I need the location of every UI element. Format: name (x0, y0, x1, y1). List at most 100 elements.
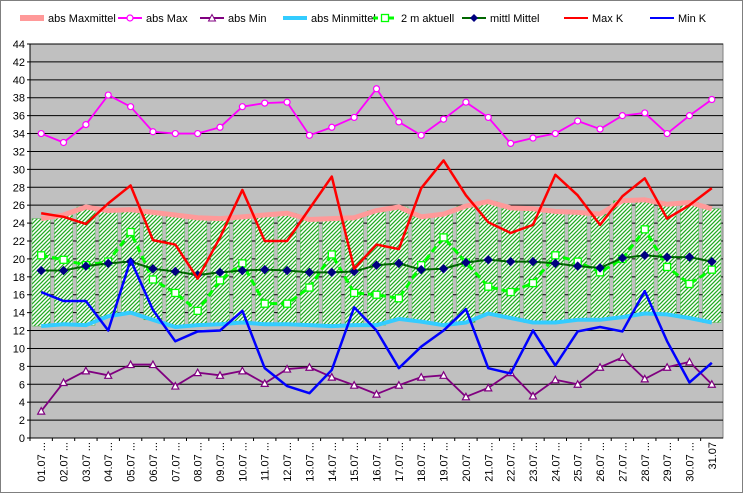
data-point (238, 259, 247, 268)
data-point (506, 287, 515, 297)
data-point (59, 138, 68, 147)
data-point (528, 391, 538, 400)
data-point (573, 379, 583, 388)
data-point (617, 352, 627, 362)
data-point (260, 378, 270, 387)
data-point (438, 264, 449, 274)
y-tick-label: 22 (13, 236, 25, 248)
data-point (596, 125, 604, 133)
y-tick-label: 44 (13, 39, 25, 51)
data-point (282, 364, 292, 373)
data-point (283, 98, 291, 106)
legend-marker (470, 14, 478, 22)
data-point (349, 380, 359, 389)
x-tick-label: 23.07 ... (528, 442, 540, 482)
y-tick-label: 12 (13, 326, 25, 338)
data-point (126, 359, 136, 369)
series-line (40, 159, 713, 280)
data-point (416, 264, 426, 275)
x-tick-label: 02.07 ... (59, 442, 71, 482)
x-tick-label: 28.07 ... (640, 442, 652, 482)
data-point (36, 406, 46, 415)
y-tick-label: 26 (13, 200, 25, 212)
data-point (148, 264, 158, 274)
data-point (126, 227, 135, 237)
x-tick-label: 26.07 ... (595, 442, 607, 482)
data-point (215, 267, 225, 278)
data-point (82, 120, 90, 129)
data-point (104, 91, 112, 99)
legend-label: mittl Mittel (490, 13, 540, 25)
x-tick-label: 08.07 ... (193, 442, 205, 482)
legend-label: Min K (678, 13, 707, 25)
legend-label: abs Minmittel (311, 13, 376, 25)
x-axis: 01.07 ... 02.07 ... 03.07 ... 04.07 ... 05.0… (29, 437, 723, 482)
series-line (41, 310, 713, 329)
data-point (371, 389, 382, 398)
data-point (707, 265, 716, 274)
data-point (260, 264, 270, 275)
x-tick-label: 05.07 ... (126, 442, 138, 482)
data-point (662, 262, 672, 272)
data-point (551, 129, 559, 138)
data-point (215, 276, 225, 285)
x-tick-label: 09.07 ... (215, 442, 227, 482)
y-tick-label: 16 (13, 290, 25, 302)
y-tick-label: 4 (19, 397, 25, 409)
data-point (662, 362, 672, 371)
x-tick-label: 22.07 ... (506, 442, 518, 482)
data-point (349, 266, 359, 277)
data-point (304, 267, 315, 278)
data-point (640, 374, 650, 383)
x-tick-label: 29.07 ... (662, 442, 674, 482)
data-point (483, 255, 493, 265)
data-point (505, 256, 516, 267)
data-point (327, 372, 337, 381)
y-tick-label: 18 (13, 272, 25, 284)
y-tick-label: 32 (13, 146, 25, 158)
y-tick-label: 42 (13, 57, 25, 69)
series-layer (36, 85, 717, 415)
data-point (528, 278, 538, 288)
data-point (461, 257, 471, 268)
data-point (707, 379, 717, 388)
legend-item: Max K (564, 13, 624, 25)
data-point (618, 112, 627, 120)
legend-item: abs Max (118, 13, 188, 25)
data-point (640, 225, 649, 234)
x-tick-label: 10.07 ... (237, 442, 249, 482)
data-point (529, 134, 537, 142)
data-point (708, 95, 716, 104)
data-point (81, 366, 91, 375)
data-point (617, 253, 628, 263)
x-tick-label: 24.07 ... (550, 442, 562, 482)
legend-item: mittl Mittel (462, 13, 540, 25)
x-tick-label: 21.07 ... (483, 442, 495, 482)
data-point (461, 392, 471, 401)
data-point (37, 129, 45, 138)
data-point (395, 118, 403, 126)
series-mittl-mittel (36, 250, 717, 280)
x-tick-label: 07.07 ... (170, 442, 182, 482)
series-min-k (40, 258, 713, 395)
data-point (149, 128, 157, 136)
legend-label: abs Maxmittel (48, 13, 116, 25)
y-tick-label: 6 (19, 379, 25, 391)
data-point (194, 129, 202, 138)
data-point (662, 252, 672, 262)
series-line (40, 258, 713, 395)
legend-marker (207, 13, 217, 22)
data-point (349, 288, 359, 298)
data-point (81, 261, 91, 271)
data-point (170, 266, 181, 277)
x-tick-label: 25.07 ... (573, 442, 585, 482)
data-point (350, 113, 358, 122)
data-point (215, 370, 225, 379)
legend-label: abs Max (146, 13, 188, 25)
x-tick-label: 20.07 ... (461, 442, 473, 482)
legend-label: Max K (592, 13, 624, 25)
y-tick-label: 24 (13, 218, 25, 230)
y-tick-label: 8 (19, 361, 25, 373)
data-point (394, 294, 404, 303)
